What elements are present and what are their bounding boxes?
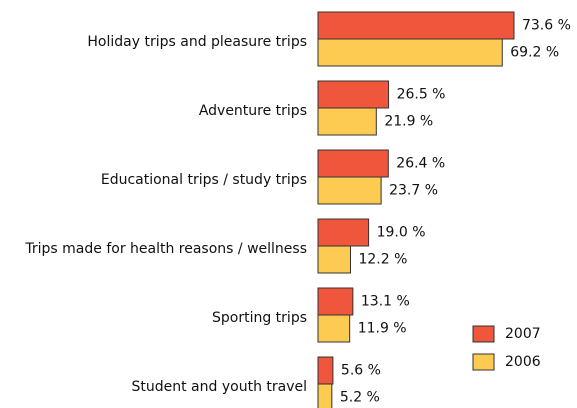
- bar: [317, 218, 370, 247]
- value-label: 73.6 %: [522, 18, 571, 34]
- bar: [317, 314, 351, 343]
- value-label: 19.0 %: [377, 225, 426, 241]
- value-label: 5.2 %: [340, 390, 380, 406]
- bar: [317, 107, 377, 136]
- bar: [317, 176, 382, 205]
- value-label: 11.9 %: [358, 321, 407, 337]
- value-label: 69.2 %: [510, 45, 559, 61]
- bar: [317, 356, 334, 385]
- value-label: 5.6 %: [341, 363, 381, 379]
- legend-swatch: [472, 325, 495, 343]
- legend-swatch: [472, 353, 495, 371]
- bar: [317, 38, 503, 67]
- value-label: 26.4 %: [396, 156, 445, 172]
- value-label: 12.2 %: [358, 252, 407, 268]
- bar: [317, 383, 333, 408]
- bar: [317, 245, 351, 274]
- category-label: Trips made for health reasons / wellness: [24, 241, 307, 257]
- category-label: Holiday trips and pleasure trips: [87, 34, 307, 50]
- bar: [317, 11, 515, 40]
- category-label: Adventure trips: [199, 103, 307, 119]
- value-label: 23.7 %: [389, 183, 438, 199]
- bar: [317, 80, 390, 109]
- category-label: Student and youth travel: [132, 379, 308, 395]
- legend-label: 2006: [505, 354, 541, 370]
- bar: [317, 287, 354, 316]
- value-label: 21.9 %: [384, 114, 433, 130]
- category-label: Sporting trips: [212, 310, 307, 326]
- legend-label: 2007: [505, 326, 541, 342]
- value-label: 13.1 %: [361, 294, 410, 310]
- category-label: Educational trips / study trips: [101, 172, 307, 188]
- bar: [317, 149, 389, 178]
- value-label: 26.5 %: [397, 87, 446, 103]
